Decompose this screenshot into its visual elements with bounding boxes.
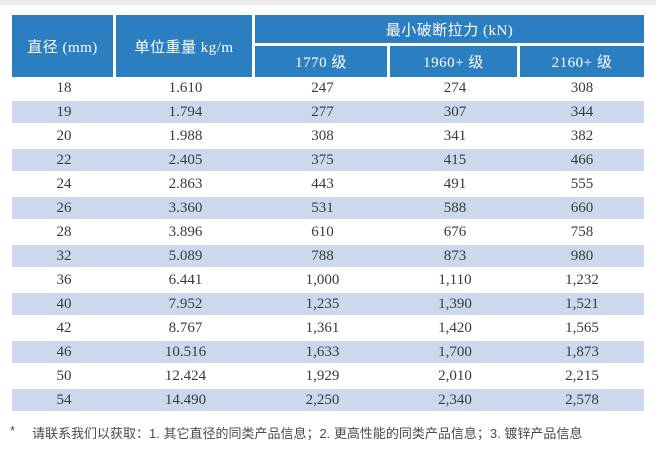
cell-grade-1770: 1,000 <box>305 271 340 288</box>
header-unit-weight: 单位重量 kg/m <box>116 15 255 77</box>
cell-grade-1770: 443 <box>311 175 334 192</box>
cell-unit-weight: 2.405 <box>168 151 203 168</box>
cell-grade-1770: 1,929 <box>305 367 340 384</box>
cell-unit-weight: 1.794 <box>168 103 203 120</box>
cell-grade-1770: 1,633 <box>305 343 340 360</box>
cell-grade-1960: 873 <box>443 247 467 264</box>
header-mbl-title: 最小破断拉力 (kN) <box>255 15 644 46</box>
table-row: 42 8.767 1,361 1,420 1,565 <box>12 317 644 341</box>
cell-grade-2160: 660 <box>570 199 594 216</box>
cell-diameter: 50 <box>56 367 72 384</box>
cell-grade-1770: 1,361 <box>305 319 340 336</box>
cell-diameter: 46 <box>56 343 72 360</box>
cell-grade-1770: 375 <box>311 151 334 168</box>
footnote-text: 请联系我们以获取：1. 其它直径的同类产品信息；2. 更高性能的同类产品信息；3… <box>32 426 583 441</box>
cell-grade-1960: 274 <box>443 79 467 96</box>
cell-grade-2160: 1,232 <box>565 271 599 288</box>
cell-grade-1770: 308 <box>311 127 334 144</box>
table-row: 40 7.952 1,235 1,390 1,521 <box>12 293 644 317</box>
header-mbl-group: 最小破断拉力 (kN) 1770 级 1960+ 级 2160+ 级 <box>255 15 644 77</box>
cell-grade-1770: 277 <box>311 103 334 120</box>
cell-grade-2160: 1,565 <box>565 319 599 336</box>
cell-grade-1960: 1,390 <box>438 295 472 312</box>
cell-grade-1770: 610 <box>311 223 334 240</box>
cell-grade-1960: 588 <box>443 199 467 216</box>
cell-unit-weight: 12.424 <box>164 367 207 384</box>
cell-unit-weight: 8.767 <box>168 319 203 336</box>
cell-unit-weight: 3.896 <box>168 223 203 240</box>
cell-grade-2160: 382 <box>570 127 594 144</box>
table-row: 28 3.896 610 676 758 <box>12 221 644 245</box>
table-row: 22 2.405 375 415 466 <box>12 149 644 173</box>
cell-unit-weight: 1.610 <box>168 79 203 96</box>
table-header: 直径 (mm) 单位重量 kg/m 最小破断拉力 (kN) 1770 级 196… <box>12 15 644 77</box>
footnote: * 请联系我们以获取：1. 其它直径的同类产品信息；2. 更高性能的同类产品信息… <box>10 423 650 442</box>
footnote-marker: * <box>10 423 16 438</box>
cell-grade-1960: 2,010 <box>438 367 472 384</box>
cell-grade-1770: 788 <box>311 247 334 264</box>
cell-diameter: 42 <box>56 319 72 336</box>
header-grade-row: 1770 级 1960+ 级 2160+ 级 <box>255 46 644 77</box>
cell-unit-weight: 3.360 <box>168 199 203 216</box>
cell-grade-2160: 1,521 <box>565 295 599 312</box>
cell-diameter: 22 <box>56 151 72 168</box>
cell-grade-1960: 491 <box>443 175 467 192</box>
cell-unit-weight: 2.863 <box>168 175 203 192</box>
cell-unit-weight: 14.490 <box>164 391 207 408</box>
cell-grade-2160: 308 <box>570 79 594 96</box>
cell-grade-1770: 2,250 <box>305 391 340 408</box>
table-row: 24 2.863 443 491 555 <box>12 173 644 197</box>
table-row: 18 1.610 247 274 308 <box>12 77 644 101</box>
table-row: 50 12.424 1,929 2,010 2,215 <box>12 365 644 389</box>
cell-unit-weight: 5.089 <box>168 247 203 264</box>
cell-diameter: 26 <box>56 199 72 216</box>
cell-grade-2160: 555 <box>570 175 594 192</box>
cell-diameter: 24 <box>56 175 72 192</box>
header-grade-2160: 2160+ 级 <box>551 55 613 71</box>
cell-diameter: 18 <box>56 79 72 96</box>
cell-unit-weight: 7.952 <box>168 295 203 312</box>
cell-diameter: 20 <box>56 127 72 144</box>
rope-spec-table: 直径 (mm) 单位重量 kg/m 最小破断拉力 (kN) 1770 级 196… <box>12 15 644 413</box>
cell-unit-weight: 10.516 <box>164 343 207 360</box>
cell-grade-1960: 415 <box>443 151 467 168</box>
cell-unit-weight: 6.441 <box>168 271 203 288</box>
table-body: 18 1.610 247 274 308 19 1.794 277 307 34… <box>12 77 644 413</box>
header-grade-1770: 1770 级 <box>255 46 390 77</box>
cell-grade-1770: 531 <box>311 199 334 216</box>
cell-grade-1960: 1,110 <box>438 271 472 288</box>
cell-grade-2160: 2,215 <box>565 367 599 384</box>
cell-grade-1960: 1,700 <box>438 343 472 360</box>
cell-grade-2160: 1,873 <box>565 343 599 360</box>
cell-diameter: 28 <box>56 223 72 240</box>
cell-diameter: 40 <box>56 295 72 312</box>
cell-grade-2160: 980 <box>570 247 594 264</box>
cell-diameter: 36 <box>56 271 72 288</box>
cell-grade-1960: 341 <box>443 127 467 144</box>
page-top-edge <box>0 0 656 5</box>
cell-grade-1960: 1,420 <box>438 319 472 336</box>
cell-grade-2160: 2,578 <box>565 391 599 408</box>
table-row: 19 1.794 277 307 344 <box>12 101 644 125</box>
cell-unit-weight: 1.988 <box>168 127 203 144</box>
table-row: 20 1.988 308 341 382 <box>12 125 644 149</box>
table-row: 46 10.516 1,633 1,700 1,873 <box>12 341 644 365</box>
cell-grade-1770: 247 <box>311 79 334 96</box>
table-row: 26 3.360 531 588 660 <box>12 197 644 221</box>
header-diameter: 直径 (mm) <box>12 15 116 77</box>
cell-grade-2160: 344 <box>570 103 594 120</box>
cell-diameter: 32 <box>56 247 72 264</box>
table-row: 32 5.089 788 873 980 <box>12 245 644 269</box>
table-row: 36 6.441 1,000 1,110 1,232 <box>12 269 644 293</box>
cell-grade-2160: 758 <box>570 223 594 240</box>
cell-diameter: 19 <box>56 103 72 120</box>
cell-diameter: 54 <box>56 391 72 408</box>
header-grade-1960: 1960+ 级 <box>390 46 520 77</box>
cell-grade-1960: 307 <box>443 103 467 120</box>
cell-grade-2160: 466 <box>570 151 594 168</box>
cell-grade-1960: 2,340 <box>438 391 472 408</box>
table-row: 54 14.490 2,250 2,340 2,578 <box>12 389 644 413</box>
cell-grade-1960: 676 <box>443 223 467 240</box>
cell-grade-1770: 1,235 <box>305 295 340 312</box>
